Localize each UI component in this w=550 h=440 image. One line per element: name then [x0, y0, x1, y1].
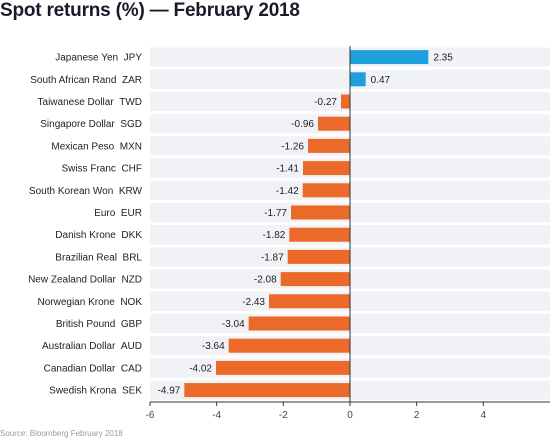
bar-eur [291, 205, 350, 220]
category-name: Mexican Peso [51, 141, 114, 152]
bar-sek [184, 383, 350, 398]
category-label: South African Rand ZAR [30, 75, 142, 86]
bar-nok [269, 294, 350, 309]
category-name: Australian Dollar [42, 341, 116, 352]
value-label: -1.77 [264, 208, 287, 219]
bar-jpy [350, 50, 429, 65]
category-label: Swedish Krona SEK [49, 386, 142, 397]
category-label: British Pound GBP [56, 319, 142, 330]
category-code: NZD [116, 275, 142, 286]
category-label: Mexican Peso MXN [51, 141, 142, 152]
category-label: Norwegian Krone NOK [38, 297, 143, 308]
category-label: Euro EUR [94, 208, 142, 219]
x-tick-label: 0 [347, 410, 353, 421]
category-code: DKK [116, 230, 142, 241]
category-code: ZAR [116, 75, 142, 86]
category-label: Singapore Dollar SGD [40, 119, 142, 130]
category-label: South Korean Won KRW [29, 186, 143, 197]
bar-krw [302, 183, 350, 198]
category-label: Swiss Franc CHF [61, 164, 142, 175]
category-name: New Zealand Dollar [28, 275, 116, 286]
category-code: KRW [113, 186, 142, 197]
value-label: -1.42 [276, 186, 299, 197]
bar-dkk [289, 227, 350, 242]
category-code: EUR [115, 208, 142, 219]
category-code: JPY [118, 53, 142, 64]
category-label: Japanese Yen JPY [55, 53, 142, 64]
category-code: GBP [115, 319, 142, 330]
category-code: CHF [116, 164, 142, 175]
bar-brl [287, 249, 350, 264]
value-label: -4.02 [189, 363, 212, 374]
bar-mxn [308, 138, 350, 153]
category-label: Brazilian Real BRL [55, 252, 142, 263]
x-tick-label: -6 [146, 410, 155, 421]
value-label: -4.97 [158, 386, 181, 397]
category-name: Euro [94, 208, 116, 219]
bar-twd [341, 94, 350, 109]
value-label: -2.43 [242, 297, 265, 308]
category-name: Japanese Yen [55, 53, 118, 64]
category-code: TWD [114, 97, 142, 108]
bar-cad [216, 360, 350, 375]
value-label: -1.26 [281, 141, 304, 152]
category-name: Singapore Dollar [40, 119, 115, 130]
category-label: Canadian Dollar CAD [44, 363, 142, 374]
category-name: Swiss Franc [61, 164, 115, 175]
category-code: AUD [115, 341, 142, 352]
value-label: 0.47 [371, 75, 391, 86]
value-label: -1.41 [276, 164, 299, 175]
value-label: -0.96 [291, 119, 314, 130]
category-code: SEK [116, 386, 142, 397]
category-code: SGD [115, 119, 142, 130]
bar-aud [228, 338, 350, 353]
x-tick-label: 2 [414, 410, 420, 421]
bar-sgd [318, 116, 350, 131]
value-label: -3.64 [202, 341, 225, 352]
category-code: CAD [115, 363, 142, 374]
chart-title: Spot returns (%) — February 2018 [0, 0, 300, 21]
x-tick-label: 4 [481, 410, 487, 421]
value-label: 2.35 [433, 53, 453, 64]
category-name: Swedish Krona [49, 386, 117, 397]
category-code: BRL [117, 252, 142, 263]
value-label: -1.87 [261, 252, 284, 263]
source-note: Source: Bloomberg February 2018 [0, 429, 123, 438]
category-name: South Korean Won [29, 186, 113, 197]
bar-nzd [280, 272, 350, 287]
value-label: -3.04 [222, 319, 245, 330]
bar-zar [350, 72, 366, 87]
value-label: -2.08 [254, 275, 277, 286]
bar-chf [303, 161, 350, 176]
value-label: -0.27 [314, 97, 337, 108]
category-name: Brazilian Real [55, 252, 117, 263]
category-label: Australian Dollar AUD [42, 341, 142, 352]
x-tick-label: -4 [212, 410, 221, 421]
category-label: Taiwanese Dollar TWD [38, 97, 142, 108]
category-name: Danish Krone [55, 230, 116, 241]
value-label: -1.82 [263, 230, 286, 241]
category-name: Canadian Dollar [44, 363, 116, 374]
category-code: MXN [114, 141, 142, 152]
x-tick-label: -2 [279, 410, 288, 421]
category-code: NOK [115, 297, 143, 308]
category-label: Danish Krone DKK [55, 230, 142, 241]
category-name: Taiwanese Dollar [38, 97, 115, 108]
bar-gbp [248, 316, 350, 331]
category-name: British Pound [56, 319, 115, 330]
category-name: South African Rand [30, 75, 116, 86]
category-name: Norwegian Krone [38, 297, 116, 308]
category-label: New Zealand Dollar NZD [28, 275, 142, 286]
